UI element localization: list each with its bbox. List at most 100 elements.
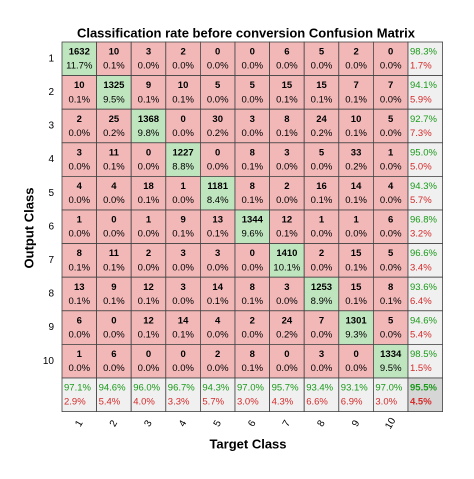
cell	[269, 175, 305, 211]
cell-percent: 9.8%	[138, 128, 160, 139]
cell	[61, 377, 97, 412]
accuracy: 98.5%	[410, 349, 437, 360]
cell-count: 11	[109, 147, 120, 158]
y-tick-label: 2	[48, 87, 54, 98]
x-tick-label: 3	[142, 418, 155, 429]
cell-percent: 0.0%	[207, 94, 229, 105]
cell-percent: 0.0%	[68, 195, 90, 206]
cell-count: 4	[77, 181, 83, 192]
cell-percent: 0.0%	[172, 363, 194, 374]
cell	[303, 377, 340, 412]
cell-count: 33	[351, 147, 362, 158]
cell	[269, 142, 305, 177]
cell-count: 6	[77, 315, 82, 326]
y-tick-label: 5	[48, 188, 54, 199]
cell-count: 1181	[207, 181, 228, 192]
error-rate: 5.0%	[410, 162, 432, 173]
cell	[338, 377, 374, 412]
cell-count: 0	[284, 349, 289, 360]
cell-count: 1410	[276, 248, 297, 259]
cell	[165, 276, 201, 312]
accuracy: 96.7%	[168, 383, 195, 394]
error-rate: 4.5%	[410, 397, 432, 408]
cell-count: 14	[178, 315, 189, 326]
error-rate: 3.0%	[375, 397, 397, 408]
cell	[338, 142, 374, 177]
x-tick-label: 7	[281, 418, 294, 429]
y-axis-label: Output Class	[21, 188, 36, 269]
cell-count: 13	[74, 282, 85, 293]
cell-percent: 0.0%	[276, 363, 298, 374]
error-rate: 3.0%	[237, 397, 259, 408]
accuracy: 94.3%	[410, 181, 437, 192]
cell-percent: 0.0%	[345, 61, 367, 72]
cell-count: 4	[215, 315, 221, 326]
cell	[269, 276, 305, 312]
cell-percent: 0.1%	[68, 94, 90, 105]
cell	[199, 175, 236, 211]
cell-count: 9	[180, 215, 185, 226]
cell-percent: 0.1%	[241, 195, 263, 206]
cell	[61, 209, 97, 244]
cell-count: 8	[250, 181, 255, 192]
cell	[165, 175, 201, 211]
cell-count: 15	[351, 282, 362, 293]
cell-percent: 0.0%	[276, 296, 298, 307]
cell-percent: 8.4%	[207, 195, 229, 206]
cell-count: 1	[353, 215, 359, 226]
cell-percent: 9.6%	[241, 229, 263, 240]
error-rate: 3.4%	[410, 262, 432, 273]
cell-percent: 0.0%	[207, 61, 229, 72]
cell-percent: 0.0%	[380, 195, 402, 206]
cell	[338, 343, 374, 379]
cell-percent: 0.1%	[276, 229, 298, 240]
accuracy: 95.5%	[410, 383, 437, 394]
cell-percent: 0.1%	[207, 296, 229, 307]
cell-count: 1	[77, 349, 83, 360]
error-rate: 3.3%	[168, 397, 190, 408]
cell-count: 10	[74, 80, 85, 91]
cell-percent: 0.2%	[103, 128, 125, 139]
cell	[407, 75, 443, 110]
cell-count: 24	[282, 315, 293, 326]
cell	[130, 243, 167, 278]
cell-count: 5	[319, 47, 325, 58]
accuracy: 97.0%	[237, 383, 264, 394]
cell	[96, 377, 132, 412]
cell-percent: 0.1%	[103, 262, 125, 273]
cell-percent: 0.1%	[311, 94, 333, 105]
cell-count: 7	[388, 80, 393, 91]
cell-count: 0	[353, 349, 358, 360]
cell	[407, 377, 443, 412]
cell-count: 12	[143, 315, 154, 326]
error-rate: 6.6%	[306, 397, 328, 408]
cell	[407, 343, 443, 379]
cell-percent: 0.0%	[138, 363, 160, 374]
cell-percent: 0.1%	[103, 61, 125, 72]
cell-percent: 0.1%	[138, 330, 160, 341]
cell-percent: 0.0%	[172, 195, 194, 206]
x-tick-label: 1	[73, 418, 86, 429]
cell-percent: 0.0%	[207, 162, 229, 173]
cell-percent: 9.5%	[103, 94, 125, 105]
cell-count: 8	[250, 147, 255, 158]
y-tick-label: 1	[48, 53, 54, 64]
cell-percent: 0.0%	[207, 363, 229, 374]
cell-count: 0	[250, 47, 255, 58]
cell-percent: 0.0%	[380, 330, 402, 341]
accuracy: 92.7%	[410, 114, 437, 125]
cell	[96, 243, 132, 278]
cell-count: 5	[388, 248, 394, 259]
cell-count: 0	[250, 248, 255, 259]
cell-count: 3	[146, 47, 151, 58]
error-rate: 5.7%	[410, 195, 432, 206]
cell-percent: 0.0%	[138, 229, 160, 240]
y-tick-label: 9	[48, 322, 54, 333]
cell-percent: 0.0%	[241, 330, 263, 341]
cell	[234, 343, 270, 379]
error-rate: 4.0%	[133, 397, 155, 408]
accuracy: 94.6%	[99, 383, 126, 394]
error-rate: 2.9%	[64, 397, 86, 408]
cell-percent: 0.0%	[380, 128, 402, 139]
cell-percent: 0.0%	[241, 61, 263, 72]
